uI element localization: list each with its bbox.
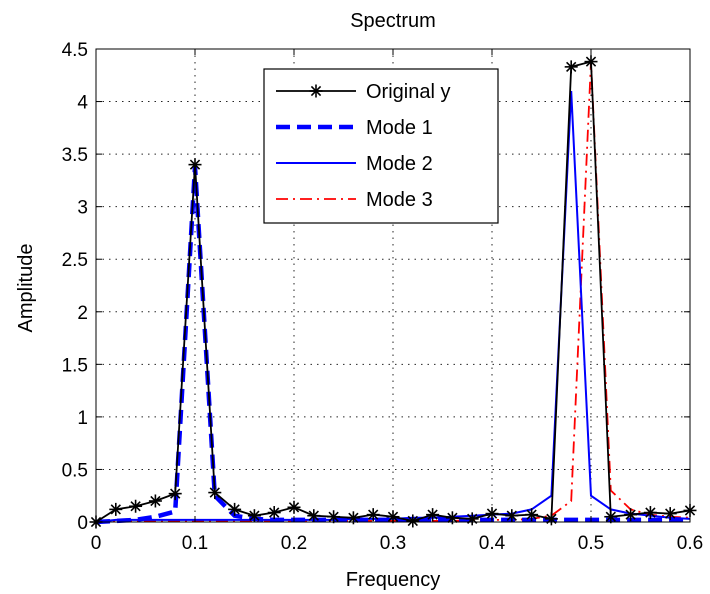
y-tick-label: 1 (77, 408, 88, 429)
asterisk-stroke (368, 509, 379, 520)
asterisk-stroke (645, 507, 656, 518)
x-axis-label: Frequency (346, 569, 441, 591)
data-point-original-y (663, 507, 677, 521)
legend-marker-original-y (309, 84, 323, 98)
data-point-original-y (148, 494, 162, 508)
asterisk-stroke (407, 515, 418, 527)
asterisk-stroke (150, 495, 161, 507)
data-point-original-y (327, 510, 341, 524)
asterisk-stroke (110, 504, 121, 515)
data-point-original-y (109, 502, 123, 516)
asterisk-stroke (209, 487, 220, 498)
legend-box (263, 68, 499, 224)
y-tick-label: 2.5 (62, 250, 88, 271)
data-point-original-y (564, 60, 578, 74)
asterisk-stroke (249, 510, 260, 521)
y-tick-label: 2 (77, 303, 88, 324)
asterisk-stroke (308, 510, 319, 521)
legend-label-mode-2: Mode 2 (366, 153, 433, 175)
x-tick-label: 0.4 (479, 533, 506, 554)
asterisk-stroke (566, 61, 577, 73)
y-tick-label: 0.5 (62, 460, 88, 481)
data-point-original-y (525, 508, 539, 522)
y-tick-label: 3.5 (62, 145, 88, 166)
data-point-original-y (346, 511, 360, 525)
data-point-original-y (307, 509, 321, 523)
data-point-original-y (168, 487, 182, 501)
asterisk-stroke (486, 508, 498, 519)
asterisk-stroke (229, 504, 240, 515)
data-point-original-y (129, 499, 143, 513)
asterisk-stroke (585, 56, 597, 67)
asterisk-stroke (130, 501, 141, 512)
x-tick-label: 0 (91, 533, 102, 554)
data-point-original-y (208, 486, 222, 500)
asterisk-stroke (310, 85, 322, 97)
y-tick-label: 3 (77, 198, 88, 219)
asterisk-stroke (328, 511, 339, 522)
x-tick-label: 0.1 (182, 533, 208, 554)
legend-label-original-y: Original y (366, 81, 450, 103)
data-point-original-y (505, 509, 519, 523)
asterisk-stroke (665, 508, 676, 519)
asterisk-stroke (170, 488, 181, 499)
y-tick-label: 4.5 (62, 40, 88, 61)
legend-label-mode-3: Mode 3 (366, 189, 433, 211)
x-tick-label: 0.5 (578, 533, 604, 554)
asterisk-stroke (526, 509, 537, 520)
asterisk-stroke (269, 507, 280, 518)
data-point-original-y (624, 508, 638, 522)
data-point-original-y (544, 512, 558, 526)
y-tick-label: 1.5 (62, 355, 88, 376)
axis-ticks: 0 0.1 0.2 0.3 0.4 0.5 0.6 0 0.5 1 1.5 2 2.5 3 3.5 4 4.5 (62, 40, 704, 554)
data-point-original-y (247, 509, 261, 523)
data-point-original-y (426, 508, 440, 522)
x-tick-label: 0.2 (281, 533, 307, 554)
asterisk-stroke (288, 502, 300, 513)
data-point-original-y (604, 510, 618, 524)
data-point-original-y (267, 506, 281, 520)
data-point-original-y (406, 514, 420, 528)
asterisk-stroke (348, 512, 359, 523)
asterisk-stroke (625, 509, 636, 520)
chart-title: Spectrum (350, 10, 436, 32)
x-tick-label: 0.3 (380, 533, 406, 554)
asterisk-stroke (189, 159, 201, 170)
data-point-original-y (366, 508, 380, 522)
legend: Original y Mode 1 Mode 2 Mode 3 (263, 68, 499, 224)
data-point-original-y (584, 55, 598, 69)
asterisk-stroke (427, 509, 438, 520)
y-tick-label: 4 (77, 93, 88, 114)
asterisk-stroke (447, 512, 458, 523)
data-point-original-y (643, 506, 657, 520)
y-axis-label: Amplitude (15, 244, 37, 333)
x-tick-label: 0.6 (677, 533, 703, 554)
asterisk-stroke (605, 511, 616, 522)
data-point-original-y (287, 500, 301, 514)
legend-label-mode-1: Mode 1 (366, 117, 433, 139)
data-point-original-y (228, 502, 242, 516)
y-tick-label: 0 (77, 513, 88, 534)
asterisk-stroke (506, 510, 517, 521)
data-point-original-y (465, 512, 479, 526)
data-point-original-y (188, 158, 202, 172)
